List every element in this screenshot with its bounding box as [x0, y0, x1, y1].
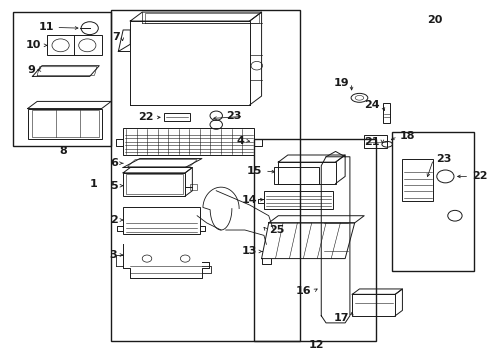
Bar — [47, 35, 101, 55]
Bar — [352, 294, 395, 316]
Text: 1: 1 — [90, 179, 98, 189]
Bar — [273, 167, 319, 184]
Text: 7: 7 — [112, 32, 120, 42]
Text: 17: 17 — [334, 312, 349, 323]
Text: 11: 11 — [38, 22, 54, 32]
Text: 23: 23 — [226, 111, 241, 121]
Bar — [111, 10, 300, 341]
Bar — [125, 174, 183, 194]
Bar — [383, 103, 391, 123]
Text: 15: 15 — [247, 166, 263, 176]
Text: 23: 23 — [436, 154, 451, 164]
Bar — [27, 109, 101, 139]
Text: 9: 9 — [27, 65, 35, 75]
Text: 4: 4 — [236, 136, 244, 146]
Bar — [392, 132, 474, 271]
Bar — [254, 139, 376, 341]
Bar — [190, 184, 197, 190]
Text: 10: 10 — [25, 40, 41, 50]
Text: 21: 21 — [365, 138, 380, 148]
Text: 22: 22 — [472, 171, 487, 181]
Bar — [123, 128, 254, 155]
Text: 13: 13 — [242, 247, 257, 256]
Bar — [164, 113, 190, 121]
Text: 18: 18 — [400, 131, 416, 141]
Bar — [123, 207, 199, 234]
Text: 20: 20 — [427, 15, 442, 25]
Text: 5: 5 — [110, 181, 118, 191]
Text: 24: 24 — [365, 100, 380, 110]
Bar — [13, 12, 111, 146]
Text: 16: 16 — [296, 286, 312, 296]
Text: 8: 8 — [60, 147, 67, 157]
Text: 25: 25 — [269, 225, 284, 235]
Bar — [278, 162, 336, 184]
Bar — [123, 173, 185, 196]
Bar — [32, 111, 99, 137]
Bar — [402, 158, 434, 202]
Bar — [364, 135, 387, 148]
Text: 12: 12 — [309, 340, 324, 350]
Bar — [264, 191, 333, 208]
Text: 19: 19 — [333, 78, 349, 88]
Text: 6: 6 — [110, 158, 118, 168]
Text: 22: 22 — [138, 112, 153, 122]
Text: 2: 2 — [110, 215, 118, 225]
Text: 3: 3 — [110, 250, 118, 260]
Text: 14: 14 — [242, 195, 257, 204]
